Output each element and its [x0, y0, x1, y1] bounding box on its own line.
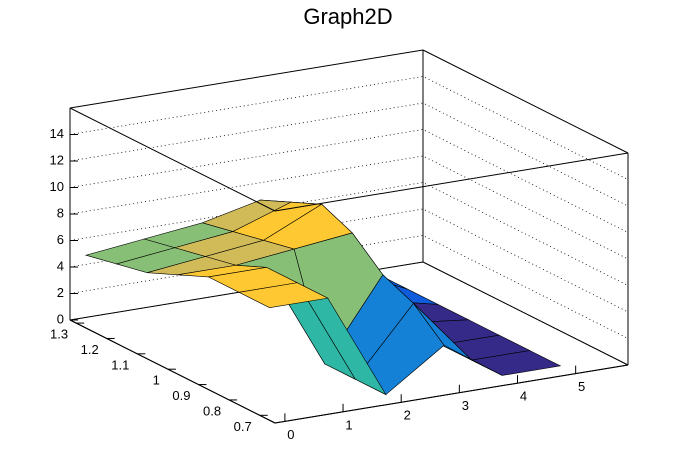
z-tick-label: 4 [57, 258, 64, 273]
x-tick-label: 1 [345, 417, 352, 432]
y-tick-label: 0.8 [203, 403, 221, 418]
x-tick-label: 3 [462, 398, 469, 413]
y-tick-label: 0.7 [234, 419, 252, 434]
y-tick-label: 1 [153, 373, 160, 388]
y-tick-label: 1.2 [81, 342, 99, 357]
z-tick-label: 6 [57, 232, 64, 247]
y-tick-label: 1.1 [111, 357, 129, 372]
z-tick-label: 14 [50, 126, 64, 141]
x-tick-label: 0 [287, 427, 294, 442]
z-tick-label: 12 [50, 152, 64, 167]
z-tick-label: 8 [57, 205, 64, 220]
box-edge [274, 152, 629, 212]
y-tick-label: 0.9 [172, 388, 190, 403]
y-axis [69, 319, 276, 424]
z-tick-label: 10 [50, 179, 64, 194]
surface-cell [238, 282, 329, 309]
z-tick-label: 0 [57, 311, 64, 326]
z-tick-label: 2 [57, 285, 64, 300]
box-edge [69, 107, 276, 212]
x-axis [274, 364, 629, 424]
x-tick-label: 4 [520, 389, 527, 404]
y-tick-label: 1.3 [50, 327, 68, 342]
box-edge [422, 49, 629, 154]
box-edge [69, 49, 424, 109]
x-tick-label: 5 [578, 379, 585, 394]
x-tick-label: 2 [404, 408, 411, 423]
chart-title: Graph2D [303, 4, 392, 29]
